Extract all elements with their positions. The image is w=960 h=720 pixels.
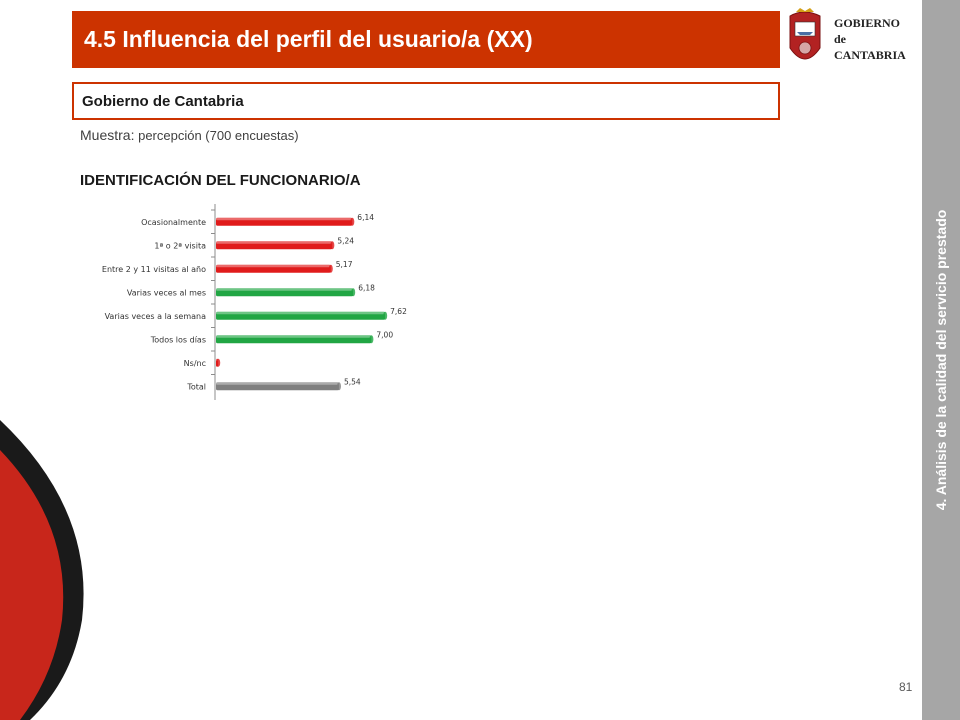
bar-highlight [216,382,339,385]
bar-end-cap [369,335,374,344]
bar-end-cap [216,358,221,367]
bar-end-cap [330,241,335,250]
bar [216,288,354,297]
bar-end-cap [350,217,355,226]
subheader-text: Gobierno de Cantabria [82,92,244,110]
side-label: 4. Análisis de la calidad del servicio p… [933,209,949,511]
bar-highlight [216,264,331,268]
bar-highlight [216,288,354,291]
value-label: 6,18 [358,283,375,292]
value-label: 7,62 [390,307,407,316]
value-label: 7,00 [376,330,393,339]
bar-highlight [216,311,386,315]
page-title: 4.5 Influencia del perfil del usuario/a … [84,26,533,52]
value-label: 5,24 [337,236,354,245]
category-label: Varias veces al mes [127,288,206,297]
logo-line-3: CANTABRIA [834,48,906,62]
bar-end-cap [383,311,388,320]
bar [216,382,339,391]
value-label: 5,54 [344,377,361,386]
logo-wordmark: GOBIERNO de CANTABRIA [834,15,906,63]
category-label: Ns/nc [184,359,206,368]
bar-highlight [216,217,353,221]
bar [216,241,333,250]
logo-line-2: de [834,32,846,46]
logo-line-1: GOBIERNO [834,16,901,30]
category-label: Total [186,382,206,391]
value-label: 5,17 [336,260,353,269]
category-label: Entre 2 y 11 visitas al año [102,265,206,274]
sample-label: Muestra: [80,127,135,143]
bar [216,217,353,226]
sample-text: percepción (700 encuestas) [138,128,299,143]
bar-end-cap [328,264,333,273]
cantabria-coat-of-arms-icon [789,8,821,60]
bar-highlight [216,335,372,338]
bar-highlight [216,241,333,244]
category-label: Ocasionalmente [141,218,206,227]
value-label: 6,14 [357,213,374,222]
decorative-red-arc [0,420,84,720]
category-label: 1ª o 2ª visita [154,241,206,250]
side-band [922,0,960,720]
bar [216,335,372,344]
section-title: IDENTIFICACIÓN DEL FUNCIONARIO/A [80,172,361,189]
bar-end-cap [351,288,356,297]
bar-end-cap [336,382,341,391]
category-label: Todos los días [150,335,206,344]
bar [216,311,386,320]
category-label: Varias veces a la semana [105,312,207,321]
page-number: 81 [899,680,913,694]
bar [216,264,331,273]
bar-chart: Ocasionalmente 6,14 1ª o 2ª visita 5,24 Entr… [102,204,407,400]
sample-line: Muestra: percepción (700 encuestas) [80,127,299,143]
title-bar: 4.5 Influencia del perfil del usuario/a … [72,11,780,68]
subheader-box: Gobierno de Cantabria [72,82,780,120]
